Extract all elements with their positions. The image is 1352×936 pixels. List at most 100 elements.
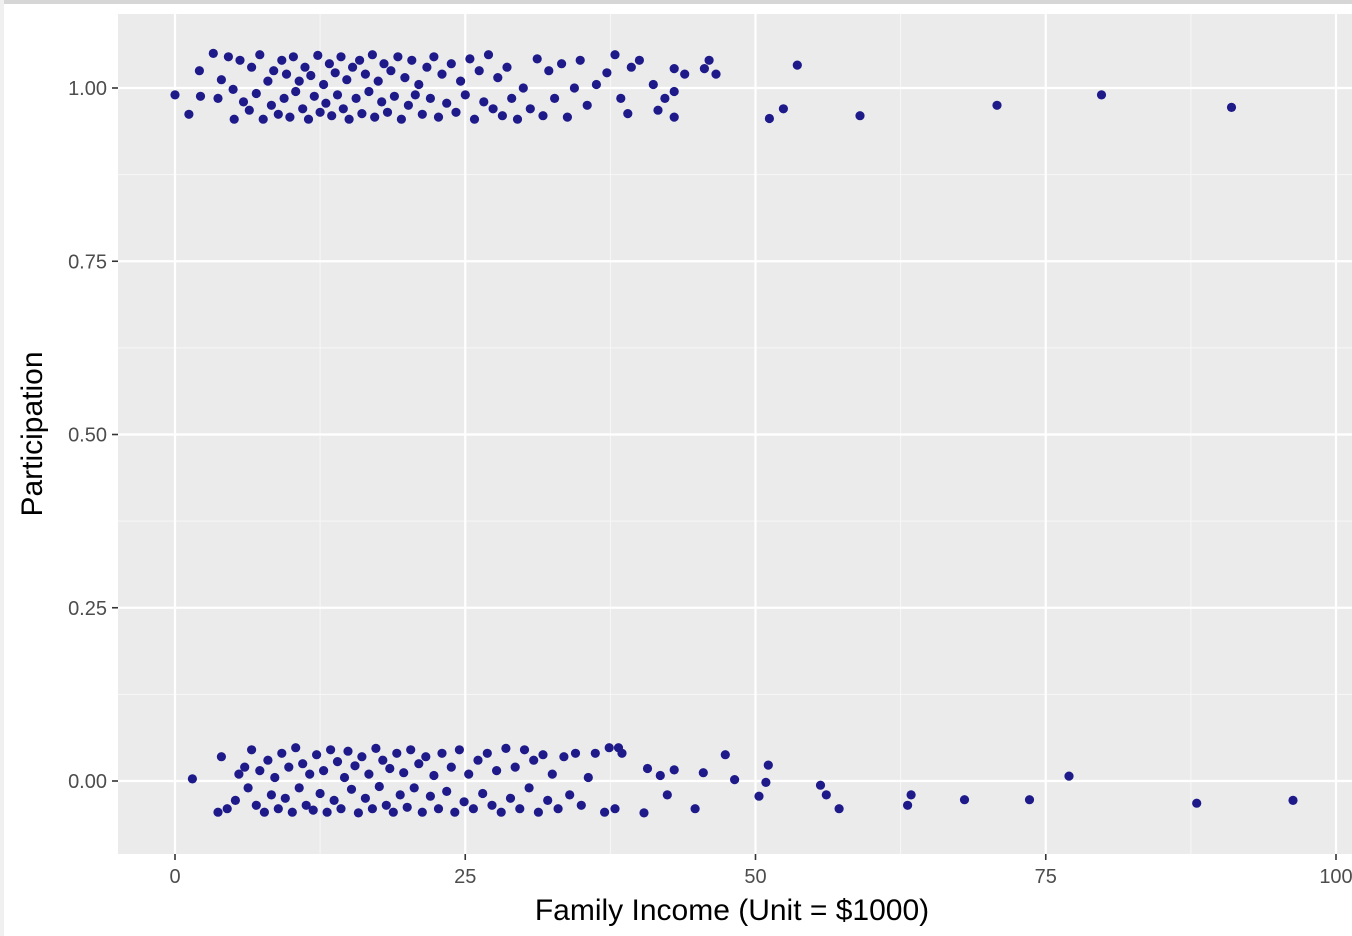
data-point [330, 68, 340, 78]
data-point [379, 59, 389, 69]
data-point [321, 98, 331, 108]
data-point [617, 748, 627, 758]
data-point [422, 62, 432, 72]
data-point [501, 743, 511, 754]
data-point [648, 79, 658, 90]
data-point [1226, 102, 1237, 112]
x-tick-label: 50 [744, 866, 766, 888]
data-point [309, 91, 319, 101]
data-point [623, 109, 633, 119]
data-point [298, 759, 308, 769]
data-point [222, 804, 232, 814]
data-point [429, 770, 439, 781]
data-point [348, 62, 358, 72]
data-point [279, 93, 289, 103]
data-point [259, 807, 269, 817]
data-point [319, 79, 329, 90]
window-left-edge [0, 0, 4, 936]
data-point [559, 752, 569, 762]
data-point [266, 100, 276, 110]
data-point [505, 793, 516, 803]
data-point [332, 757, 343, 767]
x-axis-title: Family Income (Unit = $1000) [535, 894, 929, 927]
data-point [538, 111, 548, 121]
data-point [497, 111, 507, 121]
data-point [266, 790, 276, 800]
data-point [350, 761, 360, 771]
data-point [294, 76, 304, 86]
data-point [407, 55, 417, 65]
data-point [763, 760, 773, 770]
data-point [184, 109, 194, 119]
data-point [371, 743, 381, 754]
data-point [240, 762, 250, 772]
data-point [270, 772, 280, 783]
data-point [357, 109, 367, 119]
data-point [306, 70, 316, 81]
y-axis-title: Participation [16, 351, 49, 516]
data-point [315, 788, 325, 799]
data-point [792, 60, 802, 70]
data-point [550, 93, 560, 103]
data-point [288, 52, 298, 62]
y-tick-label: 0.25 [68, 598, 107, 620]
data-point [496, 807, 506, 817]
data-point [409, 783, 419, 793]
data-point [518, 83, 528, 93]
data-point [446, 59, 456, 69]
data-point [367, 804, 377, 814]
data-point [277, 55, 287, 65]
data-point [600, 807, 610, 817]
data-point [704, 55, 714, 65]
data-point [610, 50, 620, 60]
data-point [406, 745, 416, 755]
data-point [247, 62, 257, 72]
data-point [195, 91, 206, 101]
data-point [669, 64, 679, 74]
data-point [385, 763, 395, 774]
data-point [301, 800, 311, 810]
data-point [342, 75, 352, 85]
data-point [244, 105, 254, 115]
y-axis: 0.00 0.25 0.50 0.75 1.00 [68, 78, 118, 793]
data-point [216, 75, 226, 85]
data-point [433, 112, 444, 122]
data-point [355, 55, 365, 65]
data-point [414, 79, 424, 90]
data-point [228, 84, 238, 94]
data-point [510, 762, 520, 772]
data-point [373, 76, 383, 86]
data-point [532, 54, 542, 64]
data-point [251, 88, 261, 99]
major-gridlines [118, 14, 1352, 854]
data-point [357, 752, 367, 762]
data-point [263, 76, 273, 86]
y-tick-label: 0.75 [68, 251, 107, 273]
data-point [229, 114, 239, 124]
data-point [247, 745, 257, 755]
data-point [764, 113, 775, 124]
data-point [378, 755, 388, 765]
data-point [429, 52, 439, 62]
data-point [655, 770, 665, 781]
data-point [421, 752, 431, 762]
data-point [669, 86, 679, 97]
data-point [433, 804, 444, 814]
data-point [287, 807, 297, 817]
data-point [388, 807, 398, 817]
data-point [312, 750, 322, 760]
data-point [255, 766, 265, 776]
data-point [465, 54, 475, 64]
data-point [557, 59, 567, 69]
data-point [273, 109, 283, 119]
data-point [410, 90, 420, 100]
data-point [294, 783, 304, 793]
data-point [213, 807, 223, 817]
data-point [170, 90, 180, 100]
data-point [346, 784, 357, 794]
data-point [547, 769, 557, 779]
data-point [524, 783, 534, 793]
data-point [699, 64, 710, 74]
data-point [590, 748, 600, 758]
data-point [208, 48, 218, 59]
